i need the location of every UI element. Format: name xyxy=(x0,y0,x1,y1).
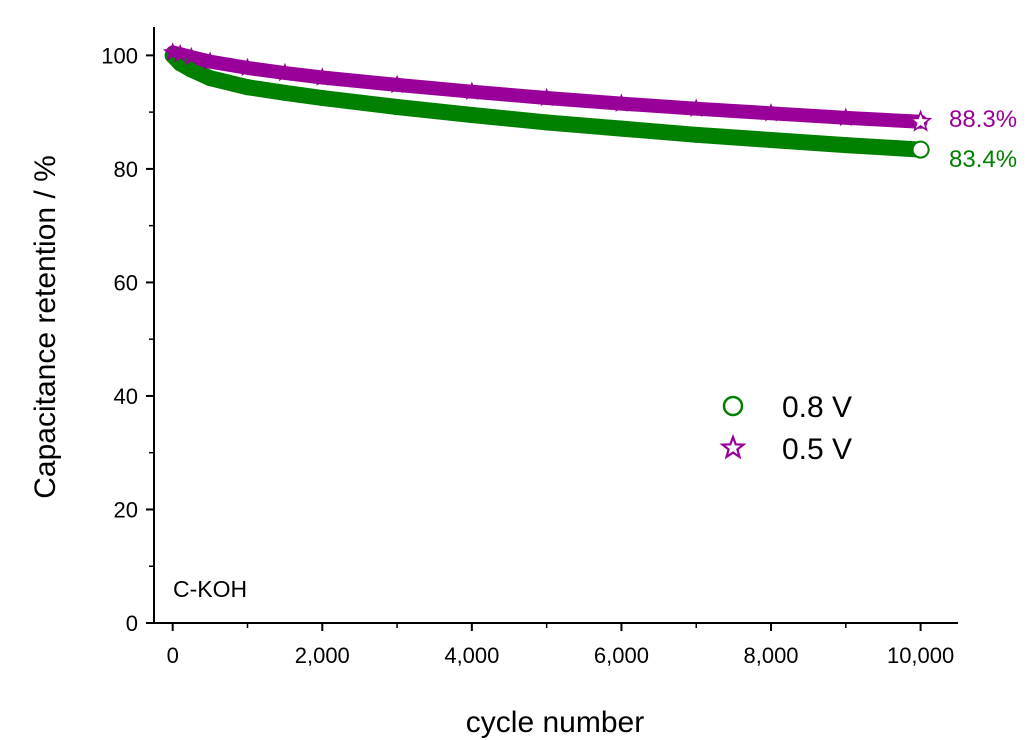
data-point-circle xyxy=(837,137,854,154)
data-point-star xyxy=(387,74,407,94)
legend-star-marker xyxy=(719,433,747,460)
end-value-label-0.8V: 83.4% xyxy=(949,146,1017,173)
data-point-star xyxy=(462,81,482,101)
legend: 0.8 V 0.5 V xyxy=(719,391,852,466)
data-point-circle xyxy=(276,84,293,101)
x-tick-label: 6,000 xyxy=(594,643,649,668)
data-point-circle xyxy=(911,140,930,159)
sample-annotation: C-KOH xyxy=(173,576,247,602)
legend-label-0.5V: 0.5 V xyxy=(782,433,852,466)
data-point-circle xyxy=(389,99,406,116)
data-point-circle xyxy=(202,70,219,87)
y-tick-label: 40 xyxy=(114,384,138,409)
data-point-star xyxy=(611,93,632,112)
x-tick-label: 0 xyxy=(167,643,179,668)
y-axis-title: Capacitance retention / % xyxy=(29,155,62,499)
x-tick-label: 4,000 xyxy=(444,643,499,668)
data-point-circle xyxy=(314,89,331,106)
data-point-star xyxy=(170,43,190,63)
x-tick-label: 8,000 xyxy=(743,643,798,668)
y-tick-label: 20 xyxy=(114,497,138,522)
y-tick-label: 100 xyxy=(101,43,138,68)
y-tick-label: 80 xyxy=(114,157,138,182)
data-point-star xyxy=(836,107,856,127)
data-point-star xyxy=(200,51,220,70)
x-tick-label: 2,000 xyxy=(295,643,350,668)
data-point-star xyxy=(237,57,258,77)
data-point-circle xyxy=(538,114,555,131)
data-point-circle xyxy=(688,126,705,143)
y-tick-label: 0 xyxy=(126,611,138,636)
x-axis-title: cycle number xyxy=(466,706,644,739)
legend-label-0.8V: 0.8 V xyxy=(782,391,852,424)
axes: 0 2,000 4,000 6,000 8,000 10,000 0 20 40 60 80 100 xyxy=(101,27,958,668)
data-point-circle xyxy=(613,120,630,137)
data-point-star xyxy=(536,87,557,107)
data-point-circle xyxy=(763,131,780,148)
x-tick-label: 10,000 xyxy=(887,643,954,668)
data-point-circle xyxy=(239,79,256,96)
data-point-circle xyxy=(463,106,480,123)
data-point-circle xyxy=(183,61,200,78)
data-point-star xyxy=(761,103,781,122)
series-markers xyxy=(162,42,933,159)
data-point-star xyxy=(686,98,706,118)
legend-item-0.8V: 0.8 V xyxy=(722,391,852,424)
data-point-star xyxy=(181,46,202,66)
legend-circle-marker xyxy=(722,395,744,417)
data-point-star xyxy=(312,67,333,86)
data-point-star xyxy=(275,62,295,82)
legend-item-0.5V: 0.5 V xyxy=(719,433,852,466)
y-tick-label: 60 xyxy=(114,270,138,295)
end-value-label-0.5V: 88.3% xyxy=(949,106,1017,133)
data-point-star xyxy=(908,109,933,132)
